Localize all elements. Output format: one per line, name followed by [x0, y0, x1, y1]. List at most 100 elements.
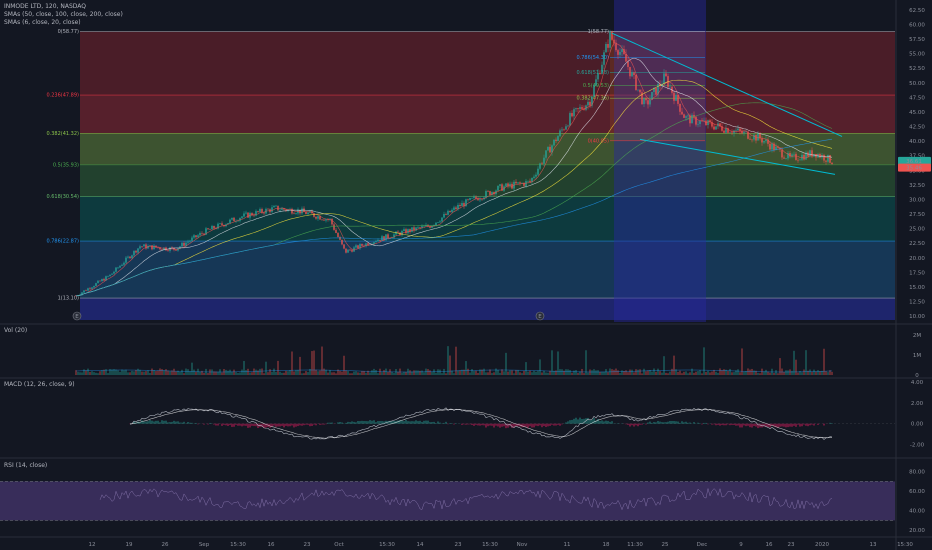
- candle-body: [689, 115, 691, 124]
- volume-bar: [137, 368, 139, 375]
- volume-bar: [663, 356, 665, 375]
- volume-bar: [785, 370, 787, 375]
- macd-histogram-bar: [681, 421, 683, 424]
- volume-bar: [679, 370, 681, 375]
- candle-body: [663, 73, 665, 85]
- candle-body: [443, 214, 445, 218]
- volume-bar: [777, 373, 779, 375]
- candle-body: [321, 219, 323, 221]
- price-tick-label: 55.00: [909, 52, 925, 58]
- macd-histogram-bar: [767, 423, 769, 428]
- candle-body: [135, 250, 137, 253]
- macd-histogram-bar: [593, 418, 595, 424]
- macd-histogram-bar: [575, 417, 577, 424]
- volume-bar: [277, 360, 279, 375]
- candle-body: [277, 205, 279, 211]
- volume-bar: [767, 371, 769, 375]
- macd-histogram-bar: [489, 423, 491, 426]
- macd-histogram-bar: [561, 423, 563, 425]
- macd-histogram-bar: [533, 423, 535, 428]
- volume-bar: [331, 372, 333, 375]
- volume-bar: [735, 370, 737, 375]
- volume-bar: [349, 373, 351, 375]
- price-pane: 0(58.77) 0.236(47.89) 0.382(41.32) 0.5(35.9…: [46, 0, 895, 322]
- macd-histogram-bar: [779, 423, 781, 427]
- volume-bar: [227, 370, 229, 375]
- time-tick-label: Dec: [697, 542, 708, 548]
- volume-bar: [525, 362, 527, 375]
- volume-bar: [371, 370, 373, 375]
- volume-bar: [91, 371, 93, 375]
- volume-bar: [339, 370, 341, 375]
- macd-histogram-bar: [693, 422, 695, 424]
- candle-body: [693, 114, 695, 117]
- time-tick-label: 14: [417, 542, 424, 548]
- macd-histogram-bar: [439, 422, 441, 424]
- candle-body: [375, 241, 377, 243]
- candle-body: [281, 208, 283, 210]
- sma-legend-1[interactable]: SMAs (50, close, 100, close, 200, close): [4, 11, 123, 18]
- macd-legend[interactable]: MACD (12, 26, close, 9): [4, 381, 75, 388]
- volume-bar: [387, 371, 389, 375]
- candle-body: [533, 176, 535, 178]
- volume-legend[interactable]: Vol (20): [4, 327, 28, 334]
- volume-bar: [287, 371, 289, 375]
- volume-bar: [807, 370, 809, 375]
- candle-body: [449, 210, 451, 213]
- volume-bar: [441, 373, 443, 375]
- symbol-legend[interactable]: INMODE LTD, 120, NASDAQ: [4, 3, 86, 10]
- macd-histogram-bar: [559, 423, 561, 426]
- rsi-legend[interactable]: RSI (14, close): [4, 462, 48, 469]
- volume-bar: [527, 371, 529, 375]
- candle-body: [93, 286, 95, 288]
- volume-bar: [797, 372, 799, 375]
- candle-body: [209, 229, 211, 230]
- volume-bar: [225, 369, 227, 375]
- candle-body: [747, 131, 749, 139]
- volume-bar: [313, 350, 315, 375]
- macd-histogram-bar: [685, 421, 687, 424]
- macd-histogram-bar: [587, 417, 589, 424]
- macd-histogram-bar: [391, 420, 393, 424]
- candle-body: [109, 274, 111, 277]
- macd-histogram-bar: [477, 423, 479, 426]
- volume-bar: [571, 372, 573, 375]
- volume-bar: [709, 372, 711, 375]
- volume-bar: [455, 346, 457, 375]
- macd-histogram-bar: [525, 423, 527, 427]
- volume-bar: [747, 368, 749, 375]
- volume-bar: [435, 372, 437, 375]
- candle-body: [551, 145, 553, 153]
- volume-bar: [189, 371, 191, 375]
- volume-bar: [181, 369, 183, 375]
- volume-tick-label: 2M: [913, 333, 921, 339]
- volume-bar: [199, 371, 201, 375]
- candle-body: [131, 255, 133, 259]
- candle-body: [305, 211, 307, 215]
- candle-body: [665, 73, 667, 77]
- candle-body: [753, 134, 755, 140]
- macd-histogram-bar: [327, 422, 329, 424]
- candle-body: [781, 149, 783, 158]
- macd-histogram-bar: [521, 423, 523, 428]
- macd-histogram-bar: [545, 423, 547, 428]
- macd-histogram-bar: [311, 423, 313, 426]
- volume-bar: [689, 372, 691, 375]
- macd-histogram-bar: [573, 418, 575, 424]
- volume-bar: [669, 371, 671, 375]
- volume-bar: [595, 370, 597, 375]
- macd-histogram-bar: [777, 423, 779, 428]
- macd-histogram-bar: [503, 423, 505, 427]
- macd-histogram-bar: [161, 420, 163, 424]
- candle-body: [313, 213, 315, 217]
- volume-bar: [453, 373, 455, 375]
- candle-body: [125, 257, 127, 263]
- sma-legend-2[interactable]: SMAs (6, close, 20, close): [4, 19, 81, 26]
- volume-bar: [831, 371, 833, 375]
- macd-histogram-bar: [705, 422, 707, 424]
- volume-bar: [293, 371, 295, 375]
- macd-histogram-bar: [453, 423, 455, 425]
- candle-body: [145, 244, 147, 249]
- candle-body: [613, 39, 615, 44]
